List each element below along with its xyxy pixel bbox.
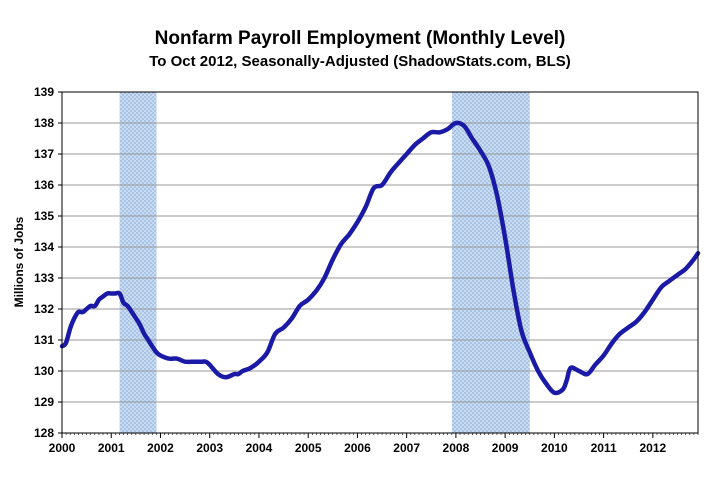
chart-subtitle: To Oct 2012, Seasonally-Adjusted (Shadow… [149,53,570,70]
xtick-label-2005: 2005 [295,441,322,455]
xtick-label-2011: 2011 [591,441,617,455]
xtick-label-2006: 2006 [344,441,371,455]
ytick-label-135: 135 [34,209,54,223]
ytick-label-130: 130 [34,364,54,378]
xtick-label-2004: 2004 [246,441,273,455]
ytick-label-137: 137 [34,147,54,161]
y-axis-ticks: 128 129 130 131 132 133 134 135 136 137 138 139 [34,85,62,440]
plot-frame [61,91,699,434]
ytick-label-138: 138 [34,116,54,130]
xtick-label-2002: 2002 [147,441,174,455]
x-axis-ticks: 2000 2001 2002 2003 2004 2005 2006 2007 2008 2009… [49,433,699,455]
recession-band-1 [119,92,157,433]
chart-title: Nonfarm Payroll Employment (Monthly Leve… [155,28,566,49]
ytick-label-139: 139 [34,85,54,99]
recession-shading [119,92,530,433]
xtick-label-2009: 2009 [492,441,519,455]
recession-band-2 [451,92,530,433]
series-line-0 [59,120,701,396]
ytick-label-128: 128 [34,426,54,440]
gridlines [62,91,698,434]
xtick-label-2012: 2012 [639,441,666,455]
xtick-label-2007: 2007 [393,441,420,455]
ytick-label-131: 131 [34,333,54,347]
xtick-label-2008: 2008 [443,441,470,455]
ytick-label-134: 134 [34,240,54,254]
xtick-label-2010: 2010 [541,441,568,455]
xtick-label-2003: 2003 [196,441,223,455]
ytick-label-136: 136 [34,178,54,192]
xtick-label-2001: 2001 [98,441,125,455]
xtick-label-2000: 2000 [49,441,76,455]
series-layer [59,120,701,396]
ytick-label-129: 129 [34,395,54,409]
ytick-label-133: 133 [34,271,54,285]
y-axis-label: Millions of Jobs [12,216,26,307]
ytick-label-132: 132 [34,302,54,316]
